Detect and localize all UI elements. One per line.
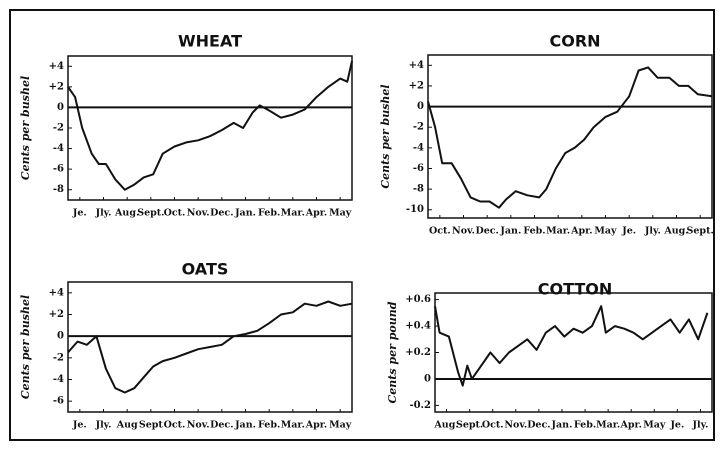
y-tick-label: +0.2 (405, 347, 431, 358)
x-tick-label: Jly. (95, 420, 112, 431)
x-tick-label: Nov. (504, 420, 527, 431)
y-tick-label: -0.2 (409, 400, 431, 411)
data-line (434, 305, 709, 387)
y-axis-label: Cents per bushel (19, 76, 32, 180)
x-tick-label: Je. (669, 420, 684, 431)
x-tick-label: Je. (621, 226, 636, 237)
y-tick-label: -10 (406, 204, 424, 215)
x-tick-label: Mar. (596, 420, 620, 431)
y-tick-label: 0 (424, 373, 431, 384)
x-tick-label: Feb. (574, 420, 596, 431)
y-axis-label: Cents per bushel (19, 295, 32, 399)
x-tick-label: Dec. (527, 420, 550, 431)
y-tick-label: +4 (49, 287, 64, 298)
x-tick-label: Dec. (475, 226, 498, 237)
x-tick-label: Mar. (281, 420, 305, 431)
x-tick-label: Sept. (137, 208, 164, 219)
x-tick-label: Dec. (210, 420, 233, 431)
x-tick-label: Mar. (281, 208, 305, 219)
x-tick-label: Dec. (210, 208, 233, 219)
data-line (67, 300, 353, 394)
y-axis-label: Cents per pound (386, 301, 399, 403)
x-tick-label: Oct. (482, 420, 504, 431)
y-tick-label: -6 (413, 163, 424, 174)
x-tick-label: Oct. (164, 208, 186, 219)
x-tick-label: Feb. (258, 208, 280, 219)
x-tick-label: Aug. (114, 208, 139, 219)
x-tick-label: May (329, 208, 352, 219)
y-tick-label: +0.6 (405, 294, 431, 305)
chart-title: WHEAT (178, 32, 242, 51)
x-tick-label: Feb. (258, 420, 280, 431)
y-tick-label: +2 (49, 309, 64, 320)
y-tick-label: +4 (409, 60, 424, 71)
x-tick-label: Jan. (551, 420, 573, 431)
y-tick-label: -6 (53, 164, 64, 175)
x-tick-label: Aug. (433, 420, 458, 431)
y-tick-label: +2 (409, 80, 424, 91)
x-tick-label: Oct. (164, 420, 186, 431)
x-tick-label: May (329, 420, 352, 431)
x-tick-label: Jly. (692, 420, 709, 431)
x-tick-label: Jan. (499, 226, 521, 237)
x-tick-label: Je. (72, 420, 87, 431)
plot-frame (67, 281, 353, 413)
x-tick-label: Aug. (663, 226, 688, 237)
y-tick-label: -8 (413, 184, 424, 195)
y-tick-label: -8 (53, 184, 64, 195)
x-tick-label: Sept (139, 420, 164, 431)
chart-title: OATS (182, 260, 229, 279)
y-axis-label: Cents per bushel (379, 84, 392, 188)
x-tick-label: Sept. (456, 420, 483, 431)
x-tick-label: Jly. (95, 208, 112, 219)
x-tick-label: Nov. (452, 226, 475, 237)
x-tick-label: Aug (116, 420, 138, 431)
x-tick-label: Nov. (187, 420, 210, 431)
x-tick-label: Jan. (234, 420, 256, 431)
x-tick-label: Sept. (687, 226, 714, 237)
x-tick-label: May (594, 226, 617, 237)
x-tick-label: May (643, 420, 666, 431)
y-tick-label: -4 (53, 143, 64, 154)
x-tick-label: Mar. (546, 226, 570, 237)
y-tick-label: 0 (57, 102, 64, 113)
x-tick-label: Oct. (429, 226, 451, 237)
plot-frame (427, 54, 713, 219)
x-tick-label: Jan. (234, 208, 256, 219)
data-line (427, 66, 713, 209)
data-line (67, 60, 353, 191)
x-tick-label: Jly. (644, 226, 661, 237)
y-tick-label: -2 (53, 123, 64, 134)
y-tick-label: -2 (413, 122, 424, 133)
y-tick-label: +4 (49, 61, 64, 72)
x-tick-label: Apr. (570, 226, 592, 237)
frame (9, 9, 715, 441)
y-tick-label: +2 (49, 81, 64, 92)
y-tick-label: +0.4 (405, 321, 431, 332)
x-tick-label: Feb. (523, 226, 545, 237)
y-tick-label: -4 (53, 374, 64, 385)
y-tick-label: -4 (413, 142, 424, 153)
x-tick-label: Apr. (619, 420, 641, 431)
y-tick-label: -6 (53, 396, 64, 407)
y-tick-label: 0 (57, 331, 64, 342)
y-tick-label: 0 (417, 101, 424, 112)
x-tick-label: Apr. (305, 208, 327, 219)
plot-frame (434, 292, 713, 413)
chart-title: COTTON (538, 280, 613, 299)
y-tick-label: -2 (53, 352, 64, 363)
x-tick-label: Nov. (187, 208, 210, 219)
x-tick-label: Je. (72, 208, 87, 219)
plot-frame (67, 55, 353, 201)
chart-title: CORN (549, 32, 600, 51)
x-tick-label: Apr. (305, 420, 327, 431)
